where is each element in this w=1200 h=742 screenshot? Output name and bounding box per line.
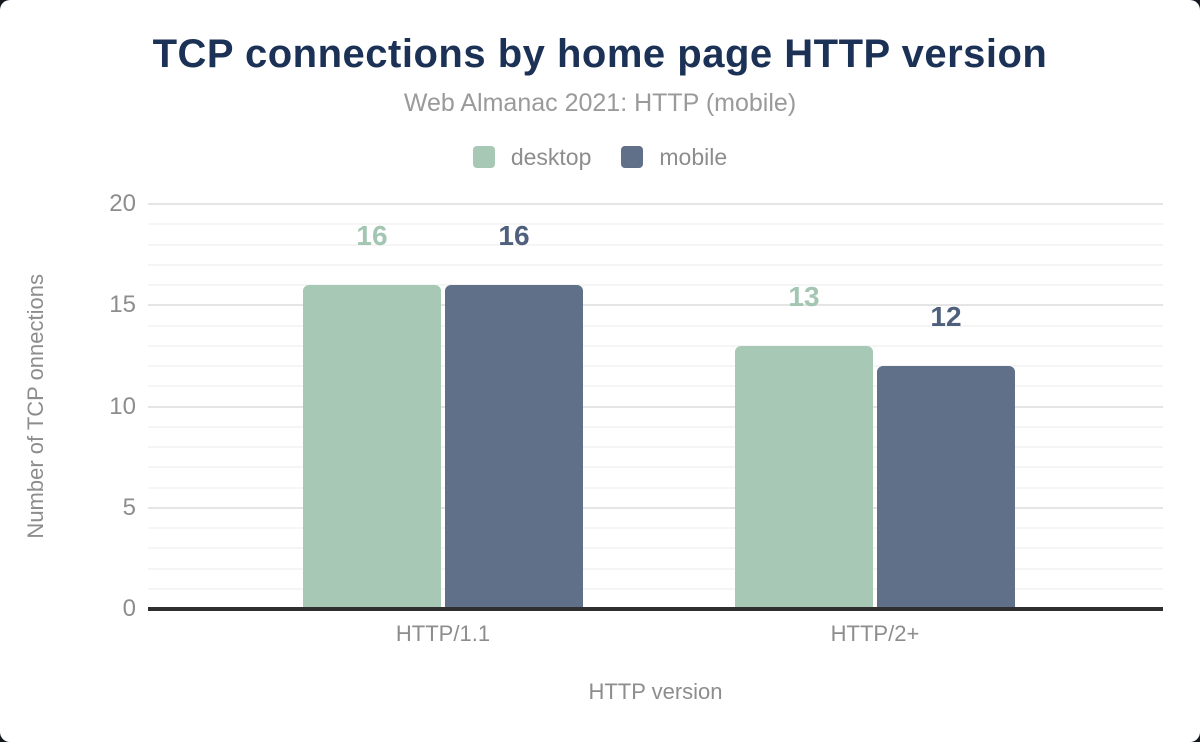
gridline xyxy=(148,243,1163,246)
bar-value-label: 13 xyxy=(788,280,820,312)
gridline xyxy=(148,203,1163,205)
x-axis-tick-label: HTTP/2+ xyxy=(830,621,920,646)
gridline xyxy=(148,405,1163,408)
x-axis-line xyxy=(148,607,1163,611)
gridline xyxy=(148,304,1163,307)
gridline xyxy=(148,425,1163,428)
y-axis-tick-label: 5 xyxy=(122,493,136,521)
legend-item-mobile[interactable]: mobile xyxy=(621,145,727,169)
gridline xyxy=(148,567,1163,570)
chart-subtitle: Web Almanac 2021: HTTP (mobile) xyxy=(403,89,797,117)
bar-value-label: 16 xyxy=(356,220,388,251)
plot-area: 16 16 HTTP/1.1 13 12 HTTP/2+ xyxy=(148,203,1163,645)
bar-mobile-http2[interactable] xyxy=(877,366,1015,609)
gridline xyxy=(148,223,1163,226)
x-axis-tick-label: HTTP/1.1 xyxy=(395,621,491,646)
gridline xyxy=(148,506,1163,509)
gridline xyxy=(148,587,1163,590)
bar-value-label: 16 xyxy=(498,220,530,251)
y-axis-tick-label: 0 xyxy=(122,595,136,622)
bar-desktop-http11[interactable] xyxy=(303,285,441,609)
bar-mobile-http11[interactable] xyxy=(445,285,583,609)
gridline xyxy=(148,486,1163,489)
legend-label-desktop: desktop xyxy=(510,144,592,170)
gridline xyxy=(148,385,1163,388)
x-axis-title: HTTP version xyxy=(588,679,723,704)
gridline xyxy=(148,547,1163,550)
legend-swatch-desktop-icon xyxy=(472,146,495,168)
legend-swatch-mobile-icon xyxy=(621,146,644,168)
legend-label-mobile: mobile xyxy=(659,144,728,170)
y-axis-tick-label: 15 xyxy=(109,291,136,319)
gridline xyxy=(148,324,1163,327)
gridline xyxy=(148,365,1163,367)
gridline xyxy=(148,446,1163,448)
y-axis-tick-label: 10 xyxy=(109,392,136,420)
gridline xyxy=(148,466,1163,469)
gridline xyxy=(148,263,1163,266)
legend-item-desktop[interactable]: desktop xyxy=(472,144,592,170)
gridline xyxy=(148,527,1163,529)
gridline xyxy=(148,344,1163,347)
gridline xyxy=(148,284,1163,286)
legend: desktop mobile xyxy=(0,143,1200,171)
chart-title: TCP connections by home page HTTP versio… xyxy=(152,32,1048,76)
bar-value-label: 12 xyxy=(930,301,962,332)
bar-desktop-http2[interactable] xyxy=(735,345,873,609)
y-axis-tick-label: 20 xyxy=(109,190,136,217)
